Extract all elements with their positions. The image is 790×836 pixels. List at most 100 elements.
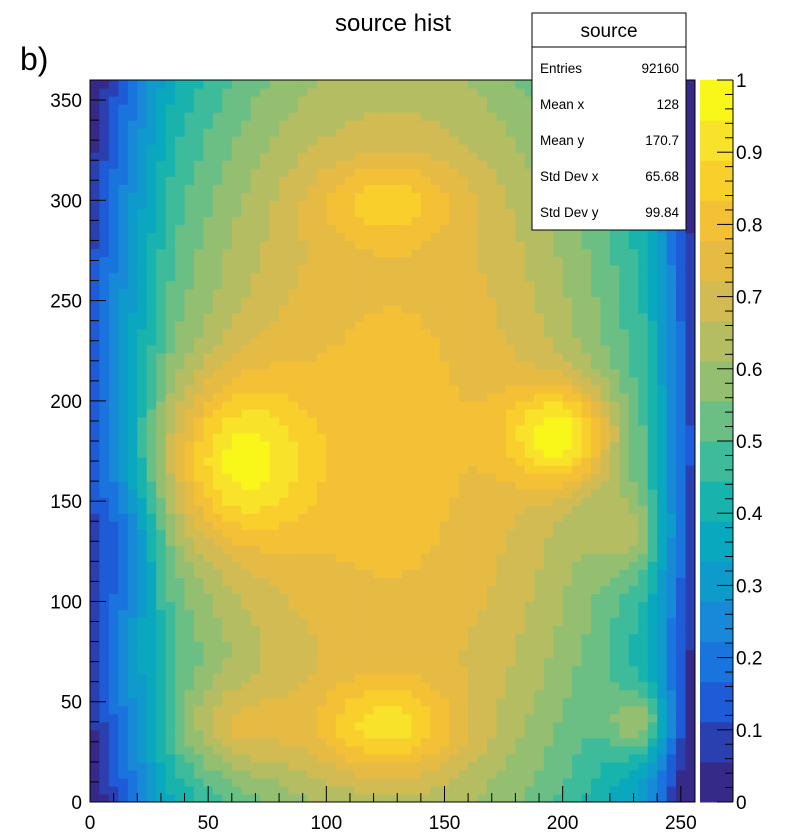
heatmap-cell bbox=[90, 585, 101, 595]
heatmap-cell bbox=[307, 737, 318, 747]
heatmap-cell bbox=[383, 192, 394, 201]
heatmap-cell bbox=[269, 625, 280, 635]
heatmap-cell bbox=[90, 449, 101, 458]
heatmap-cell bbox=[231, 336, 242, 346]
heatmap-cell bbox=[184, 264, 195, 274]
heatmap-cell bbox=[203, 537, 214, 546]
heatmap-cell bbox=[269, 312, 280, 322]
heatmap-cell bbox=[212, 457, 223, 466]
heatmap-cell bbox=[383, 96, 394, 105]
heatmap-cell bbox=[184, 376, 195, 386]
heatmap-cell bbox=[99, 304, 110, 314]
heatmap-cell bbox=[458, 296, 469, 306]
heatmap-cell bbox=[449, 328, 460, 338]
heatmap-cell bbox=[477, 136, 488, 145]
heatmap-cell bbox=[316, 577, 327, 586]
heatmap-cell bbox=[241, 264, 252, 274]
heatmap-cell bbox=[127, 601, 138, 611]
heatmap-cell bbox=[505, 168, 516, 177]
heatmap-cell bbox=[524, 312, 535, 322]
heatmap-cell bbox=[326, 208, 337, 217]
heatmap-cell bbox=[600, 489, 611, 498]
heatmap-cell bbox=[90, 280, 101, 290]
heatmap-cell bbox=[184, 481, 195, 490]
heatmap-cell bbox=[307, 777, 318, 787]
heatmap-cell bbox=[468, 641, 479, 651]
heatmap-cell bbox=[108, 633, 119, 643]
heatmap-cell bbox=[222, 689, 233, 699]
heatmap-cell bbox=[439, 561, 450, 570]
heatmap-cell bbox=[458, 633, 469, 643]
heatmap-cell bbox=[316, 352, 327, 362]
heatmap-cell bbox=[420, 497, 431, 506]
heatmap-cell bbox=[241, 328, 252, 338]
heatmap-cell bbox=[146, 240, 157, 250]
heatmap-cell bbox=[364, 633, 375, 643]
heatmap-cell bbox=[430, 272, 441, 282]
heatmap-cell bbox=[468, 513, 479, 522]
heatmap-cell bbox=[184, 328, 195, 338]
heatmap-cell bbox=[260, 745, 271, 755]
heatmap-cell bbox=[524, 432, 535, 442]
heatmap-cell bbox=[175, 649, 186, 659]
heatmap-cell bbox=[449, 529, 460, 538]
heatmap-cell bbox=[335, 104, 346, 113]
heatmap-cell bbox=[496, 673, 507, 683]
heatmap-cell bbox=[250, 112, 261, 121]
heatmap-cell bbox=[165, 96, 176, 105]
heatmap-cell bbox=[600, 617, 611, 627]
heatmap-cell bbox=[108, 224, 119, 234]
heatmap-cell bbox=[279, 296, 290, 306]
heatmap-cell bbox=[184, 473, 195, 482]
heatmap-cell bbox=[534, 368, 545, 378]
heatmap-cell bbox=[203, 136, 214, 145]
heatmap-cell bbox=[383, 593, 394, 603]
heatmap-cell bbox=[572, 384, 583, 394]
heatmap-cell bbox=[127, 609, 138, 619]
heatmap-cell bbox=[212, 665, 223, 675]
heatmap-cell bbox=[420, 681, 431, 691]
heatmap-cell bbox=[335, 609, 346, 619]
heatmap-cell bbox=[108, 272, 119, 282]
heatmap-cell bbox=[279, 585, 290, 595]
heatmap-cell bbox=[600, 312, 611, 322]
heatmap-cell bbox=[137, 344, 148, 354]
heatmap-cell bbox=[108, 416, 119, 426]
heatmap-cell bbox=[118, 577, 129, 586]
heatmap-cell bbox=[269, 280, 280, 290]
heatmap-cell bbox=[165, 104, 176, 113]
heatmap-cell bbox=[562, 745, 573, 755]
heatmap-cell bbox=[175, 208, 186, 217]
heatmap-cell bbox=[269, 737, 280, 747]
heatmap-cell bbox=[468, 408, 479, 418]
heatmap-cell bbox=[203, 585, 214, 595]
heatmap-cell bbox=[468, 256, 479, 266]
heatmap-cell bbox=[581, 713, 592, 723]
heatmap-cell bbox=[203, 593, 214, 603]
heatmap-cell bbox=[468, 673, 479, 683]
heatmap-cell bbox=[354, 545, 365, 554]
heatmap-cell bbox=[146, 521, 157, 530]
heatmap-cell bbox=[184, 457, 195, 466]
heatmap-cell bbox=[430, 481, 441, 490]
heatmap-cell bbox=[260, 384, 271, 394]
heatmap-cell bbox=[392, 120, 403, 129]
heatmap-cell bbox=[496, 312, 507, 322]
heatmap-cell bbox=[108, 424, 119, 434]
heatmap-cell bbox=[127, 641, 138, 651]
heatmap-cell bbox=[250, 609, 261, 619]
heatmap-cell bbox=[487, 545, 498, 554]
heatmap-cell bbox=[420, 505, 431, 514]
heatmap-cell bbox=[260, 529, 271, 538]
heatmap-cell bbox=[212, 128, 223, 137]
heatmap-cell bbox=[383, 737, 394, 747]
heatmap-cell bbox=[496, 713, 507, 723]
heatmap-cell bbox=[524, 160, 535, 169]
heatmap-cell bbox=[411, 144, 422, 153]
heatmap-cell bbox=[411, 617, 422, 627]
heatmap-cell bbox=[288, 232, 299, 242]
heatmap-cell bbox=[543, 352, 554, 362]
heatmap-cell bbox=[269, 633, 280, 643]
heatmap-cell bbox=[420, 152, 431, 161]
heatmap-cell bbox=[222, 272, 233, 282]
